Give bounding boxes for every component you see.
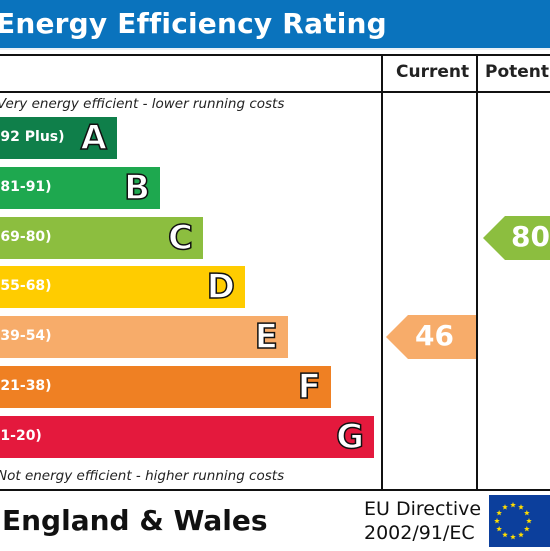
eu-star [494,518,500,524]
eu-star [526,518,532,524]
current-rating-value: 46 [415,319,454,352]
page-title: Energy Efficiency Rating [0,7,387,40]
band-g: (1-20) G [0,416,374,458]
eu-star [524,526,530,532]
inefficient-note: Not energy efficient - higher running co… [0,468,285,484]
header-bar: Energy Efficiency Rating [0,0,550,50]
band-b: (81-91) B [0,167,160,209]
band-letter: A [80,117,108,159]
eu-star [496,526,502,532]
header-row-divider [0,91,550,93]
band-c: (69-80) C [0,217,203,259]
region-label: England & Wales [2,504,268,537]
current-column-divider [381,54,383,491]
potential-rating-value: 80 [511,220,550,253]
efficient-note: Very energy efficient - lower running co… [0,96,285,112]
eu-star [524,510,530,516]
eu-stars-icon [494,502,532,540]
potential-rating-arrow: 80 [483,216,550,260]
band-letter: D [206,266,236,308]
band-range-label: (21-38) [0,378,52,394]
eu-directive-line-2: 2002/91/EC [364,522,475,544]
eu-flag-icon [489,495,550,547]
chart-frame [0,54,550,491]
band-range-label: (1-20) [0,428,42,444]
potential-rating-arrow-shape [483,216,550,260]
band-d: (55-68) D [0,266,245,308]
eu-star [518,504,524,510]
band-f: (21-38) F [0,366,331,408]
band-range-label: (55-68) [0,278,52,294]
eu-star [510,534,516,540]
potential-column-divider [476,54,478,491]
band-letter: F [297,366,322,408]
band-range-label: (81-91) [0,179,52,195]
eu-star [502,531,508,538]
band-range-label: (69-80) [0,229,52,245]
band-letter: E [254,316,279,358]
current-rating-arrow: 46 [386,315,476,359]
band-a: (92 Plus) A [0,117,117,159]
band-letter: B [123,167,150,209]
current-column-header: Current [396,62,470,82]
eu-directive-label: EU Directive 2002/91/EC [364,497,481,545]
band-range-label: (92 Plus) [0,129,65,145]
eu-star [510,502,516,508]
eu-star [496,510,502,516]
eu-star [502,504,508,510]
current-rating-arrow-shape [386,315,476,359]
potential-column-header: Potential [485,62,550,82]
band-range-label: (39-54) [0,328,52,344]
eu-star [518,531,524,538]
band-letter: G [335,416,364,458]
band-letter: C [167,217,193,259]
band-e: (39-54) E [0,316,288,358]
eu-directive-line-1: EU Directive [364,498,482,520]
